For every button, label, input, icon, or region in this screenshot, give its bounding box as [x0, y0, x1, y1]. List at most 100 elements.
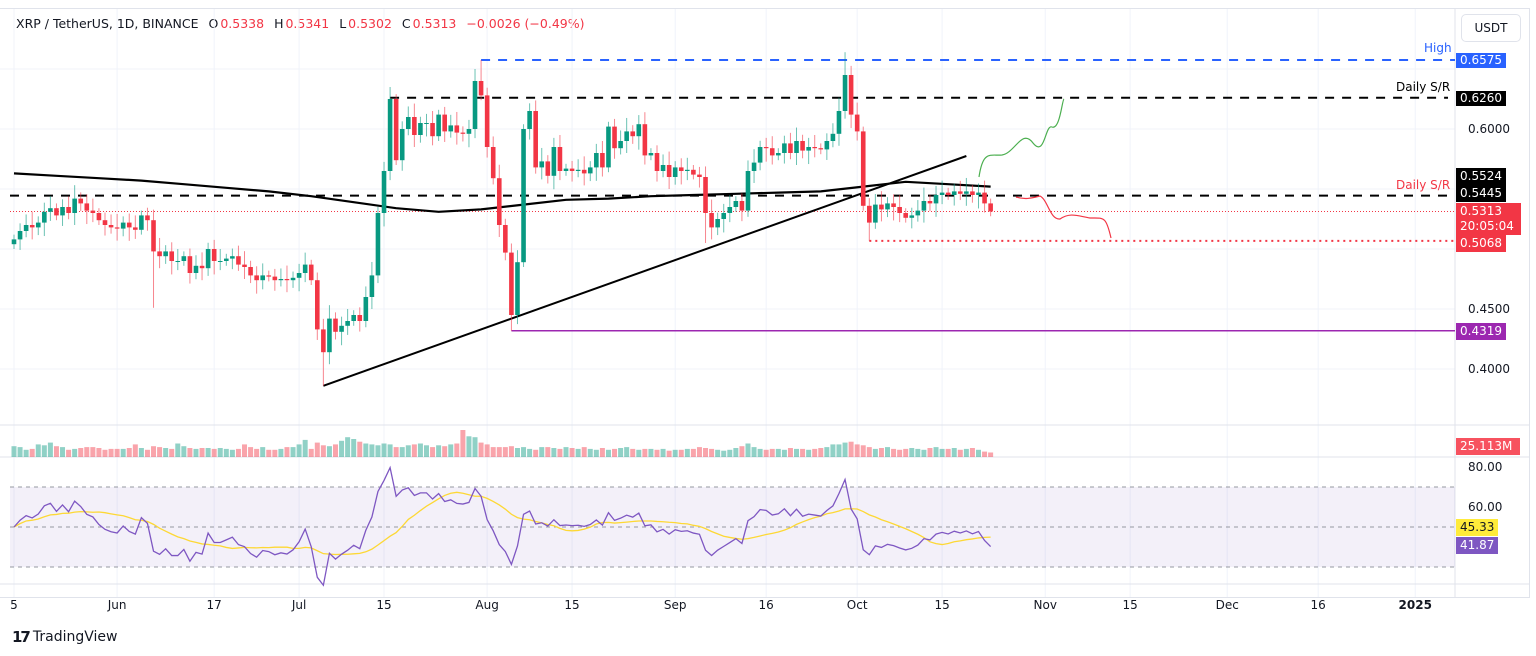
symbol-title[interactable]: XRP / TetherUS, 1D, BINANCE [16, 16, 199, 31]
sr-upper-price-tag: 0.6260 [1456, 91, 1506, 106]
candle-body [424, 123, 429, 124]
volume-bar [29, 448, 35, 457]
candle-body [964, 191, 969, 194]
volume-bar [794, 448, 800, 457]
high-label: H [274, 16, 284, 31]
volume-bar [193, 448, 199, 457]
volume-bar [266, 449, 272, 457]
volume-bar [527, 448, 533, 457]
candle-body [854, 114, 860, 132]
currency-button[interactable]: USDT [1461, 14, 1521, 42]
candle-body [23, 225, 29, 231]
candle-body [217, 261, 223, 262]
time-tick-label: 17 [207, 598, 222, 612]
candle-body [442, 114, 447, 132]
volume-bar [181, 446, 187, 457]
volume-bar [563, 447, 569, 457]
volume-bar [642, 448, 648, 457]
candle-body [393, 99, 399, 161]
candle-body [733, 201, 739, 207]
candle-body [982, 192, 987, 204]
candle-body [42, 211, 47, 223]
candle-body [284, 279, 290, 281]
candle-body [260, 275, 266, 281]
candle-body [29, 225, 35, 228]
volume-bar [11, 446, 17, 457]
candle-body [302, 264, 308, 273]
volume-bar [891, 448, 897, 457]
candle-body [824, 141, 830, 150]
volume-bar [951, 448, 957, 457]
candle-body [715, 219, 720, 228]
volume-bar [599, 448, 605, 457]
volume-bar [587, 448, 593, 457]
volume-bar [411, 444, 417, 457]
candle-body [575, 169, 581, 171]
volume-bar [988, 452, 994, 457]
candle-body [163, 251, 168, 257]
time-tick-label: Aug [475, 598, 498, 612]
volume-bar [812, 448, 818, 457]
candle-body [242, 264, 247, 267]
time-tick-label: 16 [759, 598, 774, 612]
candle-body [860, 131, 866, 206]
candle-body [897, 207, 902, 213]
volume-bar [223, 448, 229, 457]
volume-bar [387, 444, 393, 457]
candle-body [48, 208, 53, 212]
volume-bar [205, 448, 211, 457]
volume-bar [199, 448, 205, 457]
volume-bar [472, 437, 478, 457]
candle-body [812, 147, 818, 149]
volume-bar [351, 439, 357, 457]
volume-bar [612, 448, 618, 457]
volume-bar [739, 446, 745, 457]
trendline [323, 155, 967, 387]
candle-body [569, 168, 575, 171]
candle-body [782, 143, 787, 153]
candle-body [818, 148, 824, 150]
candle-body [399, 129, 405, 161]
candle-body [509, 252, 514, 315]
candle-body [321, 329, 326, 353]
candle-body [685, 169, 690, 171]
rsi-ma-line [13, 491, 991, 556]
candle-body [290, 277, 296, 281]
candle-body [454, 125, 460, 133]
volume-bar [836, 444, 842, 457]
candle-body [788, 143, 793, 153]
candle-body [108, 225, 114, 228]
volume-bar [47, 442, 53, 457]
candle-body [672, 167, 678, 177]
sr-upper-label: Daily S/R [1396, 80, 1451, 94]
tradingview-logo[interactable]: 17 TradingView [12, 628, 117, 646]
volume-bar [763, 449, 769, 457]
volume-bar [593, 449, 599, 457]
volume-bar [557, 448, 563, 457]
candle-body [157, 251, 162, 257]
candle-body [490, 147, 496, 179]
volume-bar [363, 443, 369, 457]
volume-bar [84, 447, 90, 457]
volume-bar [575, 448, 581, 457]
candle-body [357, 315, 363, 321]
candle-body [951, 191, 957, 195]
candle-body [17, 231, 23, 240]
volume-bar [866, 447, 872, 457]
candle-body [794, 141, 799, 153]
candle-body [842, 75, 848, 111]
volume-bar [666, 450, 672, 457]
candle-body [539, 161, 545, 168]
candle-body [351, 315, 356, 321]
candle-body [970, 191, 975, 195]
low-value: 0.5302 [348, 16, 392, 31]
symbol-legend: XRP / TetherUS, 1D, BINANCE O 0.5338 H 0.5… [16, 16, 587, 31]
volume-bar [933, 447, 939, 457]
volume-bar [114, 448, 120, 457]
bar-countdown: 20:05:04 [1460, 219, 1514, 233]
price-tick-label: 0.6000 [1468, 122, 1510, 136]
volume-bar [144, 449, 150, 457]
volume-bar [120, 448, 126, 457]
volume-bar [53, 446, 59, 457]
